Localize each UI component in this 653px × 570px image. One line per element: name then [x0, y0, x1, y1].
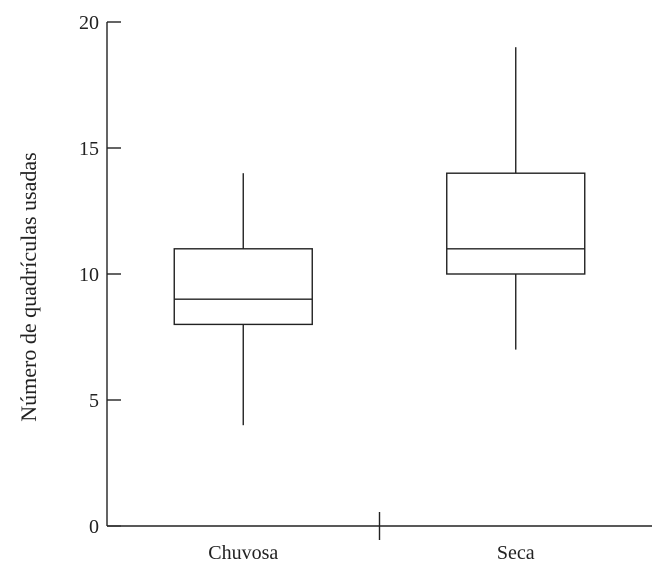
- y-axis-title: Número de quadrículas usadas: [16, 152, 41, 421]
- iqr-box: [173, 248, 313, 326]
- box-group-chuvosa: [173, 173, 313, 426]
- y-tick-label: 5: [89, 390, 99, 412]
- y-tick-label: 15: [79, 138, 99, 160]
- iqr-box: [446, 172, 586, 275]
- x-category-label: Chuvosa: [208, 542, 278, 564]
- y-tick-label: 20: [79, 12, 99, 34]
- axes-layer: 0 5 10 15 20 Chuvosa Seca: [79, 12, 652, 564]
- x-category-label: Seca: [497, 542, 535, 564]
- boxes-layer: [173, 47, 586, 426]
- y-tick-label: 10: [79, 264, 99, 286]
- box-group-seca: [446, 47, 586, 350]
- y-tick-label: 0: [89, 516, 99, 538]
